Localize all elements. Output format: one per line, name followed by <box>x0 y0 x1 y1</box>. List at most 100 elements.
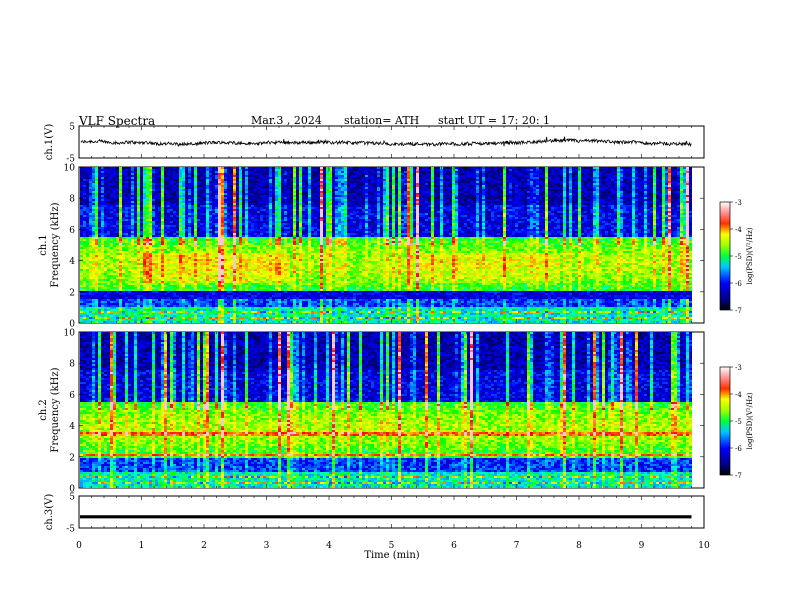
spectrogram-cell <box>641 169 645 172</box>
spectrogram-cell <box>227 215 231 218</box>
spectrogram-cell <box>125 183 129 186</box>
spectrogram-cell <box>362 171 366 174</box>
spectrogram-cell <box>689 173 692 176</box>
spectrogram-cell <box>254 191 258 194</box>
spectrogram-cell <box>446 183 450 186</box>
spectrogram-cell <box>668 179 672 182</box>
spectrogram-cell <box>689 169 692 172</box>
spectrogram-cell <box>605 173 609 176</box>
spectrogram-cell <box>140 197 144 200</box>
spectrogram-cell <box>608 213 612 216</box>
spectrogram-cell <box>173 207 177 210</box>
spectrogram-cell <box>299 183 303 186</box>
spectrogram-cell <box>629 177 633 180</box>
spectrogram-cell <box>263 173 267 176</box>
spectrogram-cell <box>338 195 342 198</box>
spectrogram-cell <box>437 169 441 172</box>
spectrogram-cell <box>236 191 240 194</box>
spectrogram-cell <box>656 193 660 196</box>
spectrogram-cell <box>536 169 540 172</box>
spectrogram-cell <box>446 199 450 202</box>
spectrogram-cell <box>224 177 228 180</box>
spectrogram-cell <box>308 189 312 192</box>
spectrogram-cell <box>167 173 171 176</box>
spectrogram-cell <box>110 195 114 198</box>
spectrogram-cell <box>575 179 579 182</box>
spectrogram-cell <box>437 191 441 194</box>
spectrogram-cell <box>533 183 537 186</box>
spectrogram-cell <box>338 181 342 184</box>
spectrogram-cell <box>521 181 525 184</box>
spectrogram-cell <box>215 175 219 178</box>
spectrogram-cell <box>212 183 216 186</box>
spectrogram-cell <box>605 167 609 170</box>
spectrogram-cell <box>140 179 144 182</box>
spectrogram-cell <box>344 183 348 186</box>
spectrogram-cell <box>365 169 369 172</box>
spectrogram-cell <box>557 205 561 208</box>
spectrogram-cell <box>239 179 243 182</box>
spectrogram-cell <box>236 167 240 170</box>
spectrogram-cell <box>140 203 144 206</box>
spectrogram-cell <box>305 205 309 208</box>
spectrogram-cell <box>296 181 300 184</box>
spectrogram-cell <box>350 173 354 176</box>
spectrogram-cell <box>194 177 198 180</box>
spectrogram-cell <box>143 195 147 198</box>
spectrogram-cell <box>356 189 360 192</box>
spectrogram-cell <box>380 185 384 188</box>
spectrogram-cell <box>371 171 375 174</box>
spectrogram-cell <box>554 167 558 170</box>
spectrogram-cell <box>377 181 381 184</box>
spectrogram-cell <box>566 185 570 188</box>
spectrogram-cell <box>458 191 462 194</box>
spectrogram-cell <box>209 175 213 178</box>
spectrogram-cell <box>617 187 621 190</box>
spectrogram-cell <box>497 185 501 188</box>
spectrogram-cell <box>602 207 606 210</box>
spectrogram-cell <box>455 183 459 186</box>
spectrogram-cell <box>209 197 213 200</box>
spectrogram-cell <box>686 207 690 210</box>
spectrogram-cell <box>662 197 666 200</box>
spectrogram-cell <box>296 185 300 188</box>
spectrogram-cell <box>173 187 177 190</box>
spectrogram-cell <box>278 175 282 178</box>
spectrogram-cell <box>197 187 201 190</box>
spectrogram-cell <box>572 177 576 180</box>
spectrogram-cell <box>197 197 201 200</box>
spectrogram-cell <box>389 179 393 182</box>
spectrogram-cell <box>443 185 447 188</box>
spectrogram-cell <box>608 191 612 194</box>
spectrogram-cell <box>488 185 492 188</box>
spectrogram-cell <box>620 209 624 212</box>
spectrogram-cell <box>398 213 402 216</box>
spectrogram-cell <box>98 211 102 214</box>
spectrogram-cell <box>443 197 447 200</box>
spectrogram-cell <box>272 189 276 192</box>
spectrogram-cell <box>686 185 690 188</box>
spectrogram-cell <box>509 177 513 180</box>
spectrogram-cell <box>488 169 492 172</box>
spectrogram-cell <box>566 171 570 174</box>
spectrogram-cell <box>476 203 480 206</box>
spectrogram-cell <box>671 181 675 184</box>
spectrogram-cell <box>155 201 159 204</box>
spectrogram-cell <box>101 189 105 192</box>
spectrogram-cell <box>431 213 435 216</box>
spectrogram-cell <box>485 207 489 210</box>
spectrogram-cell <box>95 197 99 200</box>
spectrogram-cell <box>557 183 561 186</box>
spectrogram-cell <box>167 185 171 188</box>
spectrogram-cell <box>281 177 285 180</box>
spectrogram-cell <box>548 167 552 170</box>
spectrogram-cell <box>551 207 555 210</box>
spectrogram-cell <box>488 211 492 214</box>
spectrogram-cell <box>449 189 453 192</box>
spectrogram-cell <box>485 167 489 170</box>
spectrogram-cell <box>182 171 186 174</box>
spectrogram-cell <box>326 183 330 186</box>
spectrogram-cell <box>560 193 564 196</box>
spectrogram-cell <box>401 199 405 202</box>
spectrogram-cell <box>101 173 105 176</box>
